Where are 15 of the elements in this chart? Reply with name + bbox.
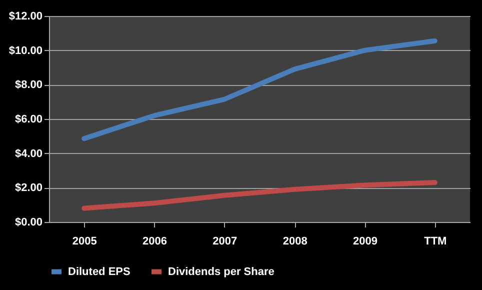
y-tick-label: $2.00 [14, 182, 42, 194]
x-tick-label: 2006 [142, 236, 167, 248]
x-tick-label: 2005 [72, 236, 97, 248]
y-tick-label: $10.00 [8, 44, 42, 57]
y-tick-label: $12.00 [8, 10, 42, 22]
legend-label: Dividends per Share [168, 266, 274, 278]
y-tick-label: $8.00 [14, 79, 42, 92]
x-tick-label: 2009 [353, 236, 378, 248]
x-tick-label: 2007 [212, 236, 238, 248]
y-tick-label: $6.00 [14, 114, 42, 126]
y-tick-label: $0.00 [14, 216, 42, 228]
x-tick-label: 2008 [282, 236, 308, 248]
y-tick-label: $4.00 [14, 148, 42, 160]
x-tick-label: TTM [424, 236, 447, 248]
legend-label: Diluted EPS [68, 266, 130, 278]
